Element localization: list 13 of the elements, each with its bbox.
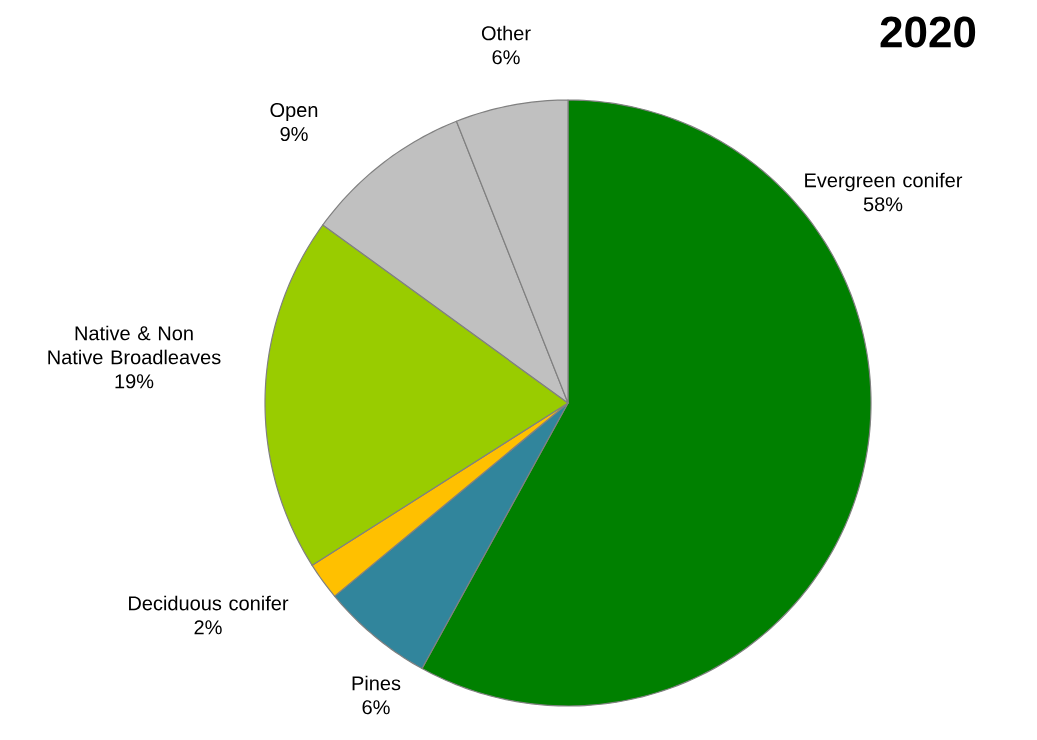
slice-label: Pines — [352, 675, 401, 691]
data-label: 9% — [280, 126, 308, 142]
slice-label: Evergreen conifer — [805, 172, 963, 192]
slice-label: Deciduous conifer — [129, 595, 289, 611]
data-label: 6% — [362, 700, 390, 715]
slice-label: Native & Non Native Broadleaves — [48, 325, 221, 365]
slice-label: Open — [270, 102, 318, 122]
data-label: 58% — [863, 197, 903, 212]
data-label: 2% — [194, 620, 222, 635]
slice-label: Other — [481, 25, 531, 41]
data-label: 6% — [492, 50, 520, 65]
data-label: 19% — [115, 374, 154, 389]
chart-title: 2020 — [880, 16, 976, 48]
